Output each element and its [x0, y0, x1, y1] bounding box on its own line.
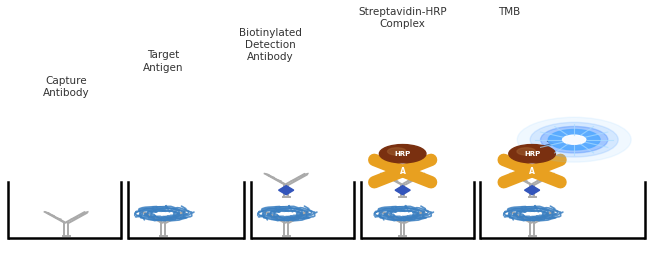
Text: Capture
Antibody: Capture Antibody: [43, 76, 90, 98]
Text: Target
Antigen: Target Antigen: [143, 50, 183, 73]
Circle shape: [517, 117, 631, 162]
Circle shape: [549, 129, 600, 150]
Text: HRP: HRP: [395, 151, 411, 157]
Circle shape: [387, 148, 406, 155]
Text: A: A: [529, 167, 535, 176]
Text: Biotinylated
Detection
Antibody: Biotinylated Detection Antibody: [239, 28, 302, 62]
Polygon shape: [525, 186, 540, 195]
Text: Streptavidin-HRP
Complex: Streptavidin-HRP Complex: [358, 7, 447, 29]
Circle shape: [509, 145, 555, 163]
Circle shape: [517, 148, 536, 155]
Circle shape: [541, 126, 608, 153]
Text: A: A: [400, 167, 406, 176]
Circle shape: [562, 135, 586, 144]
Polygon shape: [395, 186, 410, 195]
Text: TMB: TMB: [499, 6, 521, 17]
Circle shape: [380, 145, 426, 163]
Circle shape: [530, 122, 618, 157]
Polygon shape: [279, 186, 294, 195]
Text: HRP: HRP: [524, 151, 540, 157]
